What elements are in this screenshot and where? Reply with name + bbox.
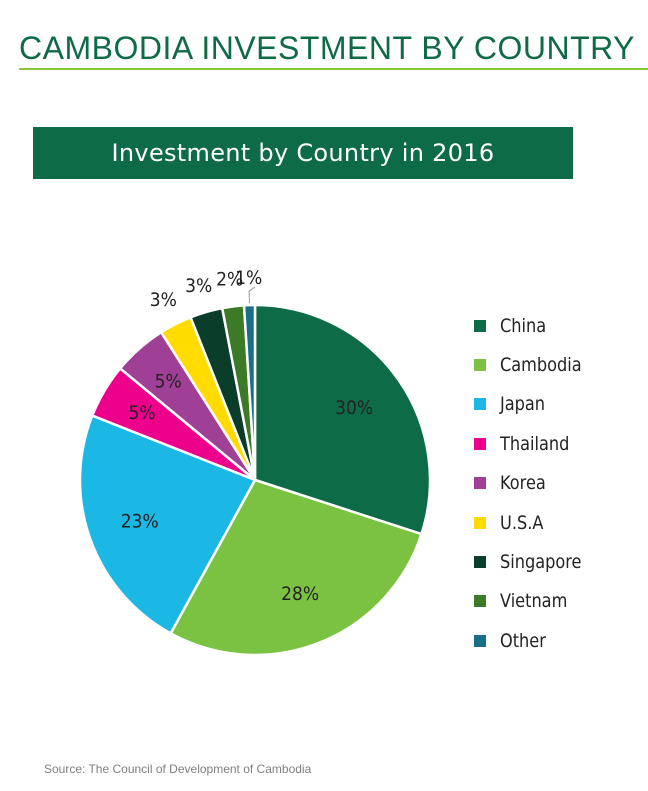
legend-item-other: Other — [474, 621, 596, 660]
data-label-korea: 5% — [155, 371, 182, 393]
legend-item-vietnam: Vietnam — [474, 582, 596, 621]
data-label-thailand: 5% — [128, 402, 155, 424]
pie-slice-other — [242, 303, 257, 481]
legend-label: Thailand — [500, 432, 570, 455]
legend-label: Singapore — [500, 551, 582, 574]
leader-line-other — [248, 286, 256, 304]
pie-leader-lines — [248, 286, 256, 304]
source-note: Source: The Council of Development of Ca… — [44, 762, 312, 776]
legend-swatch — [474, 516, 486, 529]
chart-legend: China Cambodia Japan Thailand Korea U.S.A Sing… — [474, 306, 596, 661]
pie-slice-china — [253, 303, 432, 536]
legend-swatch — [474, 359, 486, 372]
data-label-other: 1% — [235, 267, 262, 289]
data-label-singapore: 3% — [185, 275, 212, 297]
legend-item-singapore: Singapore — [474, 542, 596, 581]
data-label-cambodia: 28% — [281, 583, 319, 605]
legend-label: Japan — [500, 393, 546, 416]
legend-swatch — [474, 595, 486, 608]
data-label-vietnam: 2% — [216, 269, 243, 291]
legend-label: Cambodia — [500, 354, 582, 377]
legend-label: Vietnam — [500, 590, 568, 613]
data-label-japan: 23% — [121, 510, 159, 532]
legend-item-u-s-a: U.S.A — [474, 503, 596, 542]
chart-title: Investment by Country in 2016 — [111, 139, 495, 167]
pie-slices — [78, 303, 432, 657]
legend-item-china: China — [474, 306, 596, 345]
legend-swatch — [474, 634, 486, 647]
legend-swatch — [474, 398, 486, 411]
pie-slice-japan — [78, 413, 257, 636]
chart-title-banner: Investment by Country in 2016 — [33, 127, 573, 179]
legend-swatch — [474, 319, 486, 332]
pie-data-labels: 30%28%23%5%5%3%3% 2%1% — [121, 267, 373, 605]
data-label-u-s-a: 3% — [150, 289, 177, 311]
legend-label: U.S.A — [500, 511, 544, 534]
legend-swatch — [474, 437, 486, 450]
legend-swatch — [474, 477, 486, 490]
legend-label: China — [500, 314, 547, 337]
data-label-china: 30% — [335, 397, 373, 419]
legend-item-japan: Japan — [474, 385, 596, 424]
page-title: CAMBODIA INVESTMENT BY COUNTRY — [19, 30, 635, 66]
legend-swatch — [474, 556, 486, 569]
legend-item-thailand: Thailand — [474, 424, 596, 463]
legend-item-cambodia: Cambodia — [474, 345, 596, 384]
legend-label: Korea — [500, 472, 546, 495]
title-underline — [19, 68, 648, 70]
legend-label: Other — [500, 629, 546, 652]
legend-item-korea: Korea — [474, 464, 596, 503]
pie-slice-cambodia — [168, 478, 424, 657]
